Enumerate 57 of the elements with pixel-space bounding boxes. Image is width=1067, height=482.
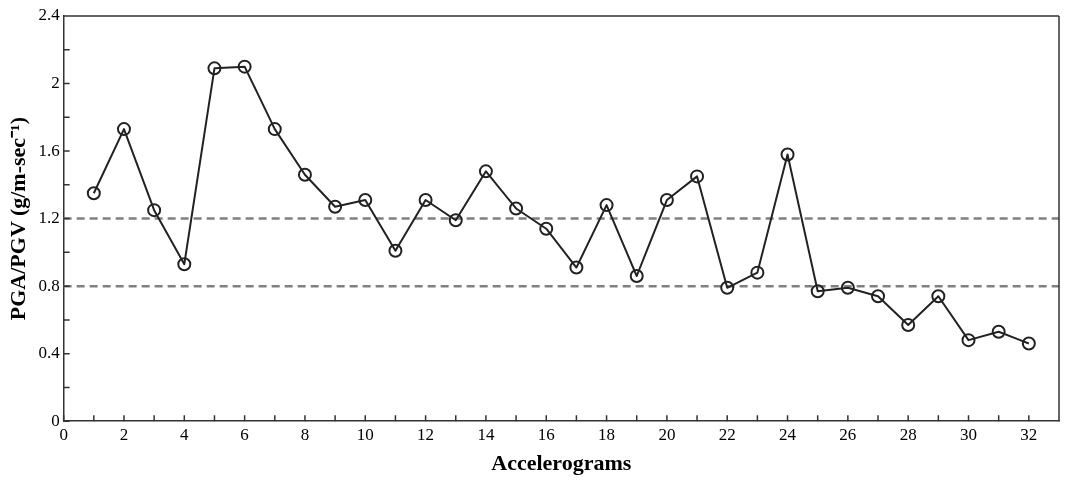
point: [780, 147, 795, 162]
x-tick-label: 8: [300, 424, 310, 444]
point: [418, 193, 433, 208]
y-tick-label: 0: [51, 410, 60, 430]
point: [116, 122, 131, 137]
x-tick-label: 2: [119, 424, 129, 444]
point: [599, 198, 614, 213]
point: [901, 317, 916, 332]
x-tick-label: 10: [356, 424, 374, 444]
x-tick-label: 20: [658, 424, 676, 444]
point: [810, 284, 825, 299]
point: [690, 169, 705, 184]
point: [509, 201, 524, 216]
y-axis-title: PGA/PGV (g/m-sec⁻¹): [4, 117, 30, 321]
y-tick-label: 2: [51, 73, 60, 92]
point: [297, 167, 312, 182]
point: [478, 164, 493, 179]
point: [961, 333, 976, 348]
x-tick-label: 16: [537, 424, 555, 444]
x-tick-label: 32: [1020, 424, 1038, 444]
x-axis-title: Accelerograms: [491, 450, 632, 476]
point: [840, 280, 855, 295]
y-tick-label: 1.6: [38, 140, 60, 160]
point: [991, 324, 1006, 339]
point: [86, 186, 101, 201]
x-tick-label: 26: [839, 424, 857, 444]
point: [328, 199, 343, 214]
point: [931, 289, 946, 304]
point: [267, 122, 282, 137]
point: [237, 59, 252, 74]
point: [569, 260, 584, 275]
y-tick-label: 0.4: [38, 343, 61, 363]
x-tick-label: 24: [779, 424, 797, 444]
point: [750, 265, 765, 280]
x-tick-label: 6: [240, 424, 249, 444]
point: [629, 269, 644, 283]
x-tick-label: 12: [417, 424, 435, 444]
x-tick-label: 18: [598, 424, 616, 444]
point: [177, 257, 192, 272]
point: [659, 193, 674, 208]
x-tick-label: 28: [899, 424, 917, 444]
point: [207, 61, 222, 76]
point: [388, 243, 403, 258]
point: [448, 213, 463, 228]
point: [720, 280, 735, 295]
point: [539, 221, 554, 236]
x-tick-label: 4: [180, 424, 190, 444]
y-tick-label: 0.8: [38, 275, 60, 295]
x-tick-label: 30: [960, 424, 978, 444]
x-tick-label: 14: [477, 424, 495, 444]
point: [871, 289, 886, 304]
point: [1021, 336, 1036, 351]
x-tick-label: 22: [718, 424, 736, 444]
y-tick-label: 1.2: [38, 208, 60, 228]
point: [358, 193, 373, 208]
point: [147, 203, 162, 218]
y-tick-label: 2.4: [38, 5, 61, 25]
